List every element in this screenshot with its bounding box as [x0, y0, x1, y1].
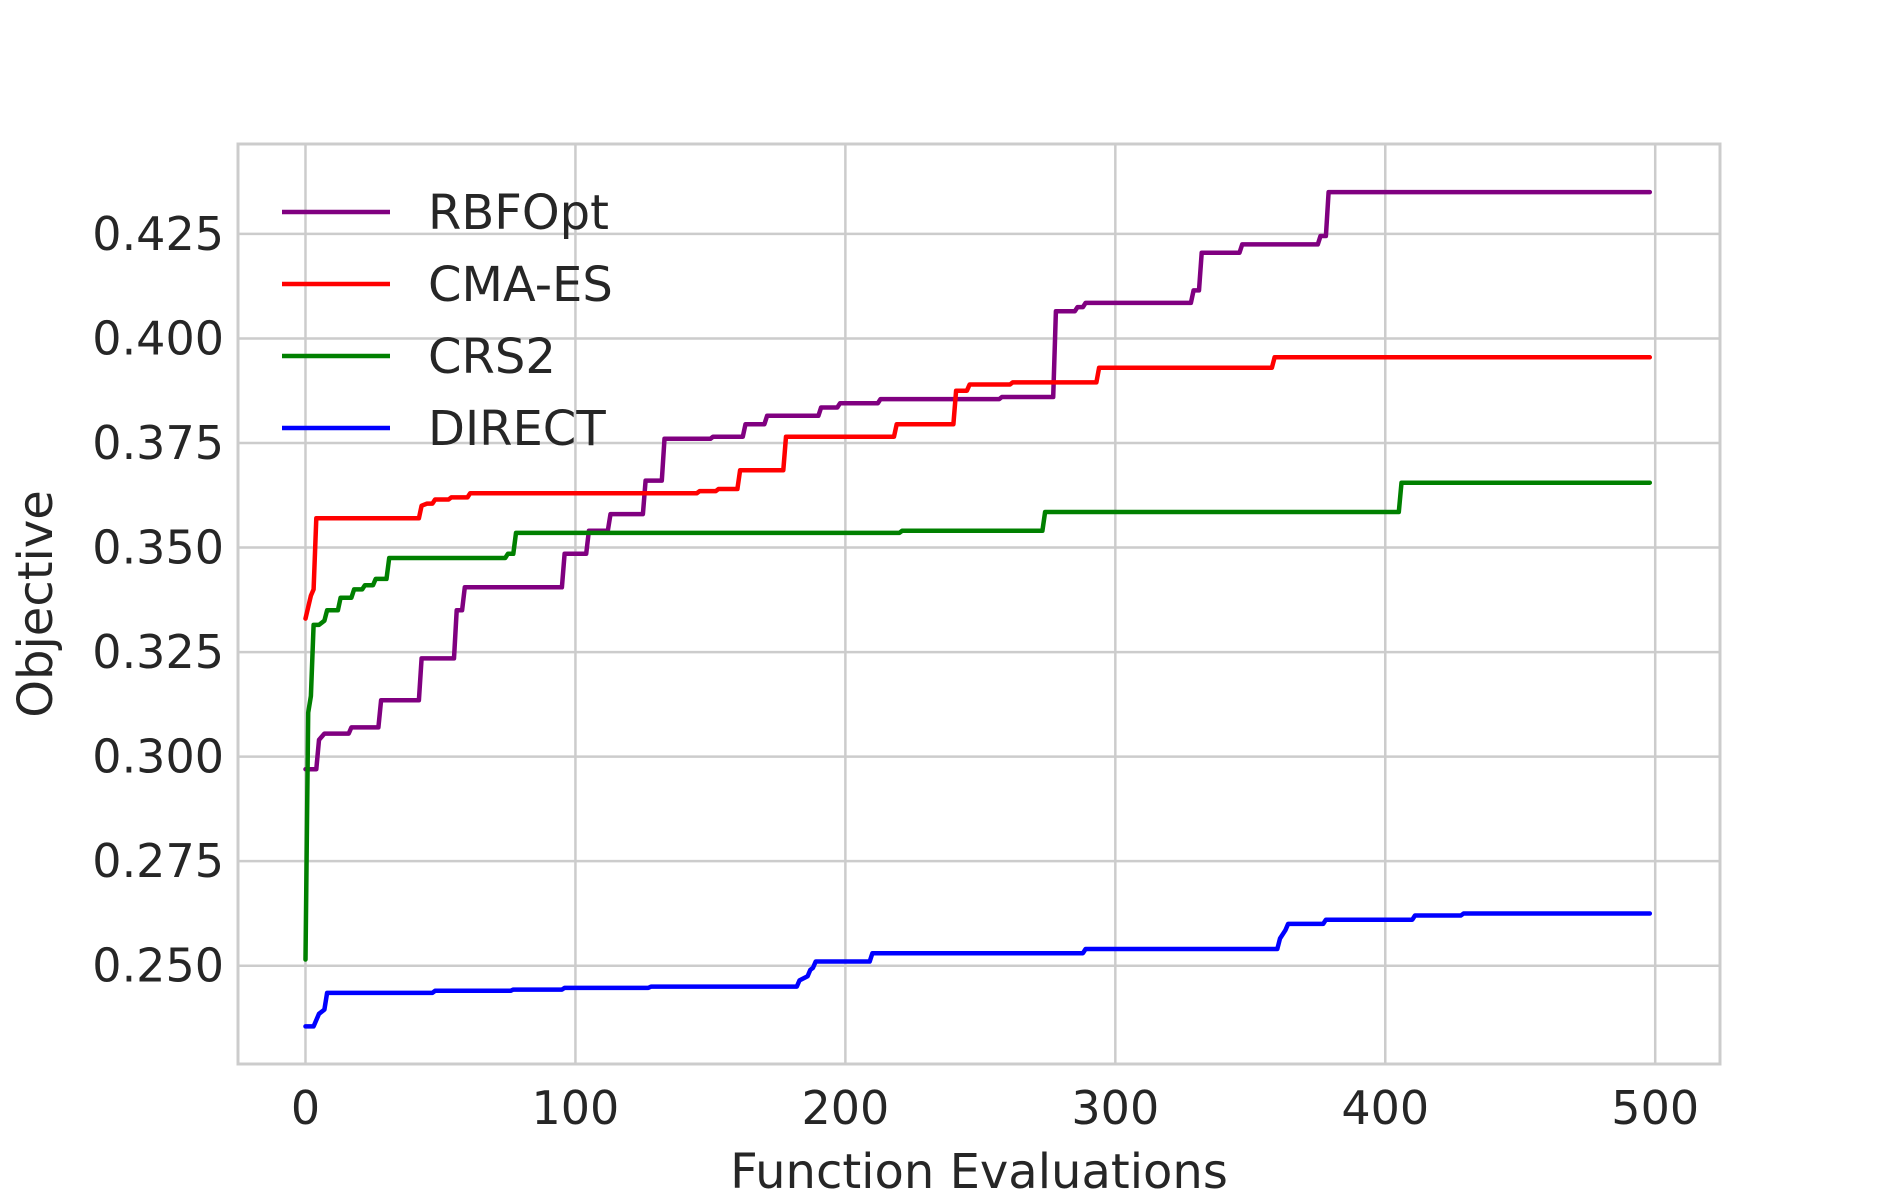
x-tick-label: 0 — [291, 1081, 320, 1135]
y-tick-label: 0.375 — [92, 416, 224, 470]
x-tick-label: 500 — [1611, 1081, 1699, 1135]
x-tick-label: 200 — [801, 1081, 889, 1135]
y-tick-label: 0.425 — [92, 207, 224, 261]
plot-frame — [236, 142, 1722, 1066]
legend: RBFOpt CMA-ES CRS2 DIRECT — [282, 185, 613, 457]
y-tick-label: 0.400 — [92, 311, 224, 365]
legend-label: DIRECT — [428, 401, 606, 457]
x-tick-label: 300 — [1071, 1081, 1159, 1135]
legend-label: CRS2 — [428, 329, 556, 385]
series-line-cma-es — [303, 355, 1653, 621]
series-line-rbfopt — [303, 189, 1653, 772]
x-axis-title: Function Evaluations — [730, 1144, 1228, 1200]
y-tick-label: 0.350 — [92, 521, 224, 575]
legend-label: CMA-ES — [428, 257, 613, 313]
y-tick-label: 0.275 — [92, 834, 224, 888]
y-axis-title: Objective — [8, 490, 64, 718]
legend-label: RBFOpt — [428, 185, 609, 241]
y-tick-label: 0.325 — [92, 625, 224, 679]
series-line-crs2 — [303, 480, 1653, 962]
y-tick-label: 0.300 — [92, 730, 224, 784]
grid — [238, 144, 1720, 1064]
x-tick-label: 100 — [532, 1081, 620, 1135]
tick-labels: 0 100 200 300 400 500 0.250 0.275 0.300 0.325 0.35… — [92, 207, 1699, 1135]
series-lines — [303, 189, 1653, 1029]
series-line-direct — [303, 911, 1653, 1029]
x-tick-label: 400 — [1341, 1081, 1429, 1135]
y-tick-label: 0.250 — [92, 939, 224, 993]
